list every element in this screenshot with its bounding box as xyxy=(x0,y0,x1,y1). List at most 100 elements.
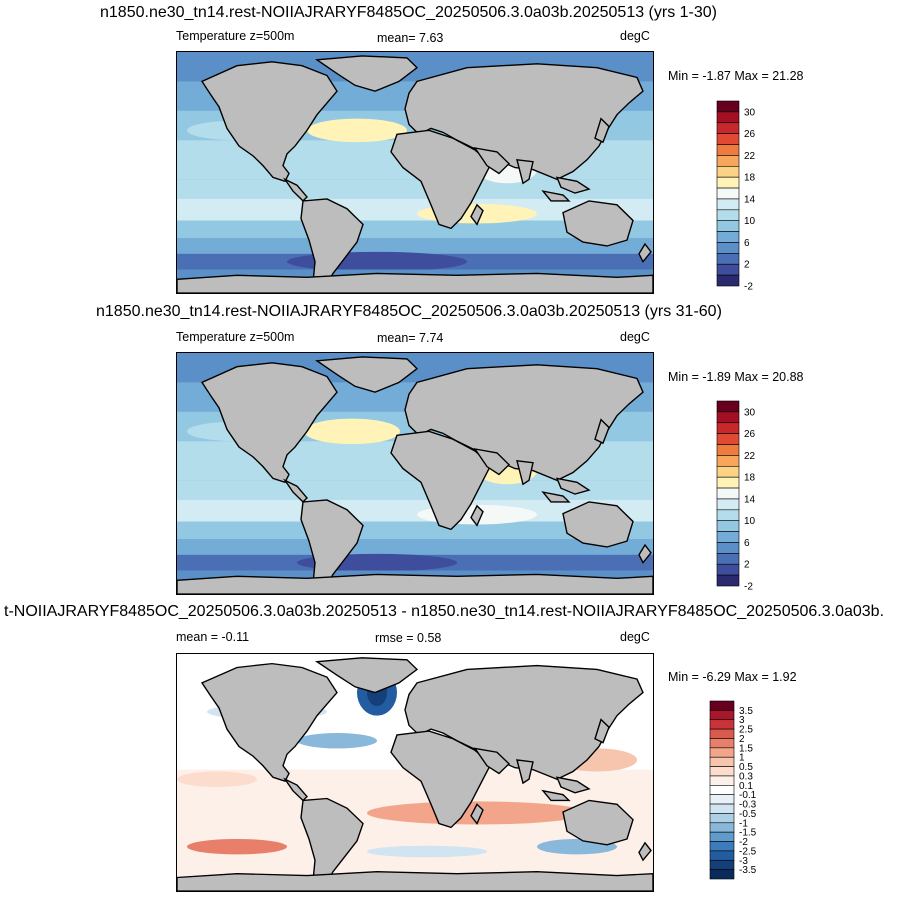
colorbar-tick-label: 14 xyxy=(744,194,756,205)
colorbar-swatch xyxy=(716,198,740,211)
colorbar-swatch xyxy=(716,465,740,478)
colorbar-tick-label: 22 xyxy=(744,451,756,462)
colorbar-tick-label: 10 xyxy=(744,216,756,227)
colorbar-tick-label: -1 xyxy=(739,818,748,829)
panel1-colorbar: 30 26 22 18 14 10 6 2 -2 xyxy=(716,100,777,293)
colorbar-swatch xyxy=(709,775,735,786)
panel1-title: n1850.ne30_tn14.rest-NOIIAJRARYF8485OC_2… xyxy=(100,4,718,21)
colorbar-tick-label: 18 xyxy=(744,173,756,184)
panel1-units: degC xyxy=(620,29,650,43)
colorbar-swatch xyxy=(716,242,740,254)
colorbar-tick-label: -1.5 xyxy=(739,828,757,839)
colorbar-swatch xyxy=(716,476,740,489)
colorbar-swatch xyxy=(709,831,735,842)
panel3-left-label: mean = -0.11 xyxy=(176,630,250,644)
colorbar-swatch xyxy=(716,574,740,587)
colorbar-swatch xyxy=(709,785,735,795)
colorbar-swatch xyxy=(709,841,735,852)
panel2-center-label: mean= 7.74 xyxy=(377,331,444,345)
colorbar-swatch xyxy=(709,738,735,749)
colorbar-swatch xyxy=(716,165,740,178)
colorbar-tick-label: 0.5 xyxy=(739,762,753,773)
colorbar-swatch xyxy=(716,209,740,222)
colorbar-tick-label: 22 xyxy=(744,151,756,162)
colorbar-swatch xyxy=(709,747,735,758)
colorbar-swatch xyxy=(709,850,735,861)
colorbar-swatch xyxy=(716,509,740,522)
colorbar-tick-label: 26 xyxy=(744,429,756,440)
colorbar-swatch xyxy=(716,122,740,134)
colorbar-swatch xyxy=(716,433,740,445)
colorbar-swatch xyxy=(716,553,740,565)
panel3-map xyxy=(176,653,654,892)
panel3-units: degC xyxy=(620,630,650,644)
colorbar-swatch xyxy=(716,455,740,467)
colorbar-swatch xyxy=(709,813,735,824)
colorbar-tick-label: 3.5 xyxy=(739,706,753,717)
panel3-colorbar: 3.5 3 2.5 2 1.5 1 0.5 0.3 0.1 -0.1 -0.3 -0.5 -1 -1.5-… xyxy=(709,700,776,885)
colorbar-swatch xyxy=(709,728,735,739)
colorbar-swatch xyxy=(716,542,740,554)
colorbar-swatch xyxy=(716,155,740,167)
colorbar-swatch xyxy=(716,253,740,265)
colorbar-tick-label: -3 xyxy=(739,856,748,867)
panel2-units: degC xyxy=(620,330,650,344)
colorbar-swatch xyxy=(709,859,735,870)
colorbar-swatch xyxy=(716,231,740,243)
colorbar-swatch xyxy=(716,444,740,456)
colorbar-swatch xyxy=(709,803,735,814)
colorbar-swatch xyxy=(709,700,735,711)
colorbar-tick-label: 3 xyxy=(739,715,745,726)
colorbar-tick-label: 30 xyxy=(744,107,756,118)
colorbar-tick-label: -0.3 xyxy=(739,800,757,811)
colorbar-tick-label: 26 xyxy=(744,129,756,140)
colorbar-swatch xyxy=(716,263,740,276)
colorbar-tick-label: -0.1 xyxy=(739,790,757,801)
colorbar-tick-label: -3.5 xyxy=(739,865,757,876)
colorbar-tick-label: 2 xyxy=(744,260,750,271)
colorbar-tick-label: 0.1 xyxy=(739,781,753,792)
colorbar-tick-label: 1.5 xyxy=(739,743,753,754)
colorbar-swatch xyxy=(716,400,740,413)
colorbar-tick-label: -0.5 xyxy=(739,809,757,820)
panel2-minmax: Min = -1.89 Max = 20.88 xyxy=(668,370,804,384)
panel1-minmax: Min = -1.87 Max = 21.28 xyxy=(668,69,804,83)
panel3-minmax: Min = -6.29 Max = 1.92 xyxy=(668,670,797,684)
colorbar-tick-label: 6 xyxy=(744,238,750,249)
colorbar-tick-label: 2 xyxy=(739,734,745,745)
colorbar-swatch xyxy=(716,411,740,424)
colorbar-swatch xyxy=(716,274,740,287)
panel1-center-label: mean= 7.63 xyxy=(377,31,444,45)
colorbar-swatch xyxy=(716,111,740,124)
panel2-map xyxy=(176,352,654,595)
colorbar-swatch xyxy=(716,487,740,500)
colorbar-tick-label: -2 xyxy=(739,837,748,848)
colorbar-swatch xyxy=(716,220,740,232)
colorbar-tick-label: -2 xyxy=(744,582,753,593)
panel2-left-label: Temperature z=500m xyxy=(176,330,295,344)
colorbar-swatch xyxy=(716,498,740,511)
colorbar-swatch xyxy=(716,133,740,145)
colorbar-tick-label: 14 xyxy=(744,494,756,505)
colorbar-tick-label: 10 xyxy=(744,516,756,527)
panel3-center-label: rmse = 0.58 xyxy=(375,631,442,645)
colorbar-tick-label: 6 xyxy=(744,538,750,549)
colorbar-tick-label: 2 xyxy=(744,560,750,571)
colorbar-swatch xyxy=(716,531,740,543)
colorbar-swatch xyxy=(709,710,735,721)
panel2-title: n1850.ne30_tn14.rest-NOIIAJRARYF8485OC_2… xyxy=(96,303,722,320)
colorbar-tick-label: 30 xyxy=(744,407,756,418)
colorbar-swatch xyxy=(716,187,740,200)
colorbar-swatch xyxy=(716,100,740,113)
colorbar-tick-label: 1 xyxy=(739,753,745,764)
colorbar-swatch xyxy=(709,822,735,833)
colorbar-swatch xyxy=(716,520,740,532)
panel2-colorbar: 30 26 22 18 14 10 6 2 -2 xyxy=(716,400,777,593)
colorbar-swatch xyxy=(709,756,735,767)
colorbar-tick-label: -2.5 xyxy=(739,846,757,857)
panel1-map xyxy=(176,51,654,294)
colorbar-swatch xyxy=(709,766,735,777)
colorbar-swatch xyxy=(709,794,735,805)
colorbar-swatch xyxy=(716,422,740,434)
colorbar-tick-label: -2 xyxy=(744,282,753,293)
